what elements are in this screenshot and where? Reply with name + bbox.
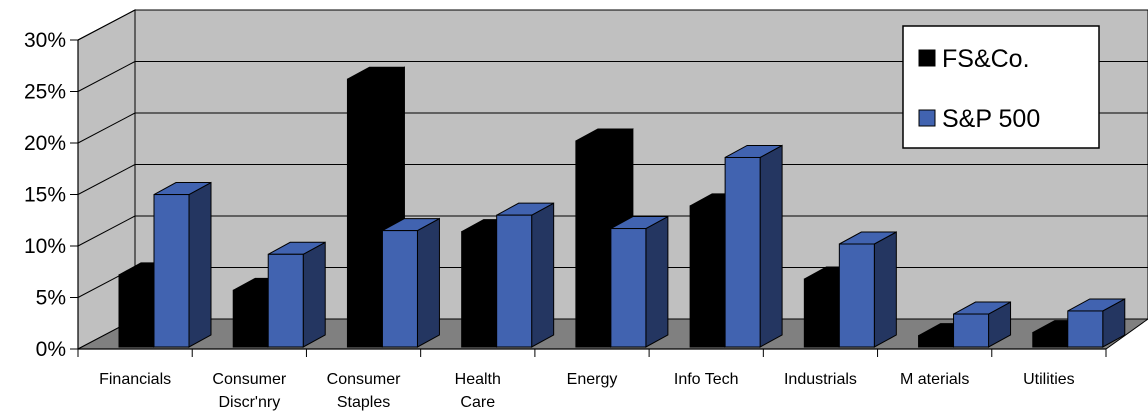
bar-side <box>645 215 669 348</box>
bar-side <box>531 202 555 348</box>
bar-side <box>302 241 326 348</box>
bar-front <box>1067 310 1104 348</box>
legend-box <box>902 25 1100 149</box>
bar-side <box>873 231 897 348</box>
bar-sp500 <box>838 231 897 348</box>
bar-front <box>267 253 304 348</box>
x-tick-label: Financials <box>99 371 171 388</box>
legend-swatch-fsco <box>918 49 936 67</box>
gridline-side <box>77 215 136 247</box>
x-tick-label: Info Tech <box>674 371 739 388</box>
y-tick-label: 25% <box>24 81 66 104</box>
bar-front <box>724 156 761 348</box>
gridline-side <box>77 61 136 92</box>
x-tick-label: Consumer Discr'nry <box>212 371 286 411</box>
bar-front <box>232 289 269 348</box>
y-tick-label: 5% <box>36 287 66 310</box>
y-axis-ticks: 0% 5% 10% 15% 20% 25% 30% <box>24 29 66 361</box>
y-tick-label: 20% <box>24 132 66 155</box>
axes <box>70 39 1107 357</box>
bar-front <box>803 278 840 348</box>
x-axis-labels: Financials Consumer Discr'nry Consumer Stapl… <box>99 371 1075 411</box>
gridline-side <box>77 164 136 195</box>
legend-swatch-sp500 <box>918 109 936 127</box>
bar-sp500 <box>610 215 669 348</box>
bar-front <box>381 230 418 348</box>
bar-sp500 <box>953 301 1012 348</box>
bar-front <box>953 313 990 348</box>
legend: FS&Co. S&P 500 <box>902 25 1100 149</box>
bar-front <box>496 214 533 348</box>
bar-side <box>416 217 440 348</box>
x-tick-label: Utilities <box>1023 371 1075 388</box>
y-tick-label: 15% <box>24 184 66 207</box>
bar-front <box>689 205 726 348</box>
y-tick-label: 0% <box>36 338 66 361</box>
bar-front <box>153 194 190 348</box>
bar-sp500 <box>267 241 326 348</box>
bar-front <box>610 228 647 348</box>
bar-front <box>118 274 155 348</box>
bar-front <box>918 335 955 348</box>
bar-side <box>759 144 783 348</box>
legend-label-sp500: S&P 500 <box>942 105 1040 133</box>
y-tick-label: 30% <box>24 29 66 52</box>
bar-sp500 <box>724 144 783 348</box>
bar-front <box>838 243 875 348</box>
y-tick-label: 10% <box>24 235 66 258</box>
bar-front <box>461 231 498 348</box>
gridline-side <box>77 112 136 144</box>
x-tick-label: Health Care <box>455 371 501 411</box>
bar-front <box>1032 332 1069 348</box>
x-tick-label: M aterials <box>900 371 969 388</box>
x-tick-label: Industrials <box>784 371 857 388</box>
bar-sp500 <box>496 202 555 348</box>
bar-front <box>575 140 612 348</box>
bar-sp500 <box>381 217 440 348</box>
x-tick-label: Energy <box>567 371 618 388</box>
bar-sp500 <box>1067 298 1126 348</box>
legend-label-fsco: FS&Co. <box>942 45 1030 73</box>
bar-side <box>188 181 212 348</box>
gridline-side <box>77 9 136 41</box>
bars <box>118 66 1126 348</box>
bar-sp500 <box>153 181 212 348</box>
bar-front <box>346 78 383 348</box>
x-tick-label: Consumer Staples <box>327 371 401 411</box>
